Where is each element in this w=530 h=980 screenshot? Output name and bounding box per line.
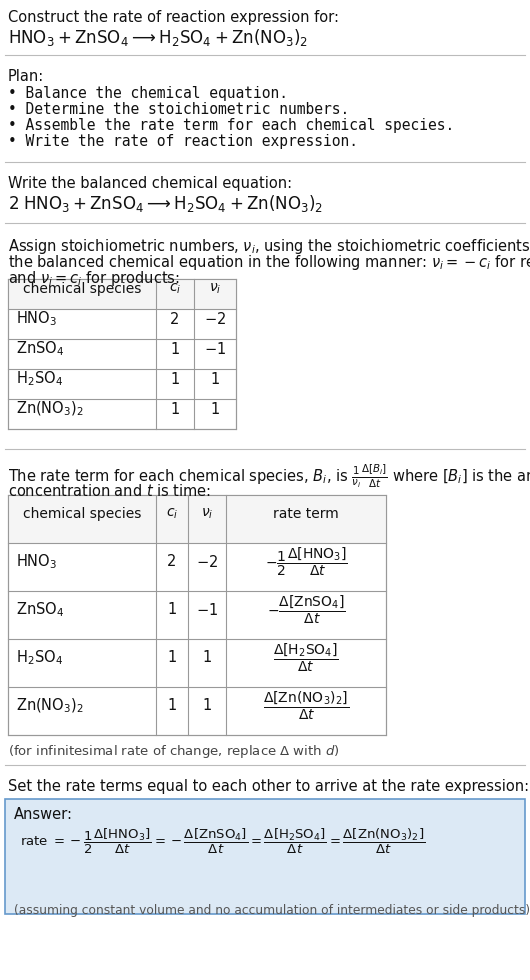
Text: 1: 1 (202, 651, 211, 665)
Text: (assuming constant volume and no accumulation of intermediates or side products): (assuming constant volume and no accumul… (14, 904, 530, 917)
Text: 1: 1 (202, 699, 211, 713)
Text: $\dfrac{\Delta[\mathrm{Zn(NO_3)_2}]}{\Delta t}$: $\dfrac{\Delta[\mathrm{Zn(NO_3)_2}]}{\De… (263, 690, 349, 722)
Text: Answer:: Answer: (14, 807, 73, 822)
Text: • Assemble the rate term for each chemical species.: • Assemble the rate term for each chemic… (8, 118, 454, 133)
Text: $\mathrm{Zn(NO_3)_2}$: $\mathrm{Zn(NO_3)_2}$ (16, 400, 84, 418)
Bar (8, 279, 236, 429)
Bar (8, 279, 236, 309)
Text: $-\dfrac{1}{2}\dfrac{\Delta[\mathrm{HNO_3}]}{\Delta t}$: $-\dfrac{1}{2}\dfrac{\Delta[\mathrm{HNO_… (264, 546, 348, 578)
Text: $c_i$: $c_i$ (166, 507, 178, 521)
Bar (8, 495, 386, 543)
Text: 2: 2 (170, 312, 180, 326)
Text: $\mathrm{HNO_3}$: $\mathrm{HNO_3}$ (16, 310, 57, 328)
Text: chemical species: chemical species (23, 282, 141, 296)
Text: • Balance the chemical equation.: • Balance the chemical equation. (8, 86, 288, 101)
Text: Plan:: Plan: (8, 69, 44, 84)
Text: Set the rate terms equal to each other to arrive at the rate expression:: Set the rate terms equal to each other t… (8, 779, 529, 794)
Text: $\mathrm{ZnSO_4}$: $\mathrm{ZnSO_4}$ (16, 601, 64, 619)
Text: $\mathrm{2\;HNO_3 + ZnSO_4 \longrightarrow H_2SO_4 + Zn(NO_3)_2}$: $\mathrm{2\;HNO_3 + ZnSO_4 \longrightarr… (8, 193, 323, 214)
Text: $\nu_i$: $\nu_i$ (209, 282, 221, 296)
Text: 1: 1 (170, 371, 180, 386)
Text: $\mathrm{HNO_3}$: $\mathrm{HNO_3}$ (16, 553, 57, 571)
Text: $\mathrm{H_2SO_4}$: $\mathrm{H_2SO_4}$ (16, 369, 63, 388)
Text: concentration and $t$ is time:: concentration and $t$ is time: (8, 483, 211, 499)
Text: 1: 1 (167, 651, 176, 665)
Text: 1: 1 (210, 371, 219, 386)
Text: $c_i$: $c_i$ (169, 282, 181, 296)
Text: $\nu_i$: $\nu_i$ (201, 507, 213, 521)
Text: 1: 1 (170, 341, 180, 357)
Text: $-2$: $-2$ (196, 554, 218, 570)
Text: 1: 1 (210, 402, 219, 416)
Text: the balanced chemical equation in the following manner: $\nu_i = -c_i$ for react: the balanced chemical equation in the fo… (8, 253, 530, 272)
Text: Assign stoichiometric numbers, $\nu_i$, using the stoichiometric coefficients, $: Assign stoichiometric numbers, $\nu_i$, … (8, 237, 530, 256)
Text: The rate term for each chemical species, $B_i$, is $\frac{1}{\nu_i}\frac{\Delta[: The rate term for each chemical species,… (8, 463, 530, 490)
Text: $\mathrm{HNO_3 + ZnSO_4 \longrightarrow H_2SO_4 + Zn(NO_3)_2}$: $\mathrm{HNO_3 + ZnSO_4 \longrightarrow … (8, 27, 308, 48)
Text: $\mathrm{H_2SO_4}$: $\mathrm{H_2SO_4}$ (16, 649, 63, 667)
Text: (for infinitesimal rate of change, replace $\Delta$ with $d$): (for infinitesimal rate of change, repla… (8, 743, 340, 760)
Text: $\mathrm{ZnSO_4}$: $\mathrm{ZnSO_4}$ (16, 340, 64, 359)
Text: • Determine the stoichiometric numbers.: • Determine the stoichiometric numbers. (8, 102, 349, 117)
Text: • Write the rate of reaction expression.: • Write the rate of reaction expression. (8, 134, 358, 149)
Text: 1: 1 (167, 603, 176, 617)
Text: Write the balanced chemical equation:: Write the balanced chemical equation: (8, 176, 292, 191)
Text: rate $= -\dfrac{1}{2}\dfrac{\Delta[\mathrm{HNO_3}]}{\Delta t} = -\dfrac{\Delta[\: rate $= -\dfrac{1}{2}\dfrac{\Delta[\math… (20, 826, 425, 856)
Text: 2: 2 (167, 555, 176, 569)
Text: $-\dfrac{\Delta[\mathrm{ZnSO_4}]}{\Delta t}$: $-\dfrac{\Delta[\mathrm{ZnSO_4}]}{\Delta… (267, 594, 346, 626)
Bar (5, 799, 525, 914)
Text: and $\nu_i = c_i$ for products:: and $\nu_i = c_i$ for products: (8, 269, 180, 288)
Text: chemical species: chemical species (23, 507, 141, 521)
Text: $-1$: $-1$ (204, 341, 226, 357)
Text: rate term: rate term (273, 507, 339, 521)
Text: 1: 1 (170, 402, 180, 416)
Text: $-1$: $-1$ (196, 602, 218, 618)
Text: Construct the rate of reaction expression for:: Construct the rate of reaction expressio… (8, 10, 339, 25)
Text: $-2$: $-2$ (204, 311, 226, 327)
Bar (8, 495, 386, 735)
Text: 1: 1 (167, 699, 176, 713)
Text: $\mathrm{Zn(NO_3)_2}$: $\mathrm{Zn(NO_3)_2}$ (16, 697, 84, 715)
Text: $\dfrac{\Delta[\mathrm{H_2SO_4}]}{\Delta t}$: $\dfrac{\Delta[\mathrm{H_2SO_4}]}{\Delta… (273, 642, 339, 674)
